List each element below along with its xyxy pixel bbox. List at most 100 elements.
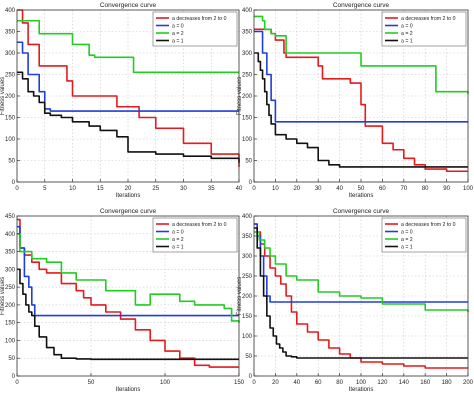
y-tick-label: 400	[5, 232, 16, 238]
series-line-1	[17, 9, 240, 167]
y-tick-label: 250	[5, 73, 16, 79]
x-tick-label: 10	[69, 186, 76, 192]
legend: a decreases from 2 to 0 a = 0a = 2 a = 1	[381, 11, 467, 47]
y-tick-label: 150	[242, 314, 253, 320]
chart-panel-2: 0 10 20 30 40 50 60 70 80 90 100 0 50 100 150 200 250 300…	[237, 2, 474, 199]
x-tick-label: 120	[377, 380, 388, 386]
x-axis-label: Iterations	[116, 387, 141, 393]
axes-frame	[16, 215, 240, 377]
y-tick-label: 300	[5, 51, 16, 57]
y-tick-label: 350	[242, 234, 253, 240]
y-tick-label: 350	[5, 30, 16, 36]
chart-panel-3: 0 50 100 150 0 50 100 150 200 250 300 350 400 450 Conv…	[0, 208, 245, 393]
legend-label-1: a decreases from 2 to 0	[172, 222, 227, 228]
y-tick-label: 150	[5, 116, 16, 122]
legend-label-4: a = 1	[401, 245, 413, 251]
legend-label-2: a = 0	[401, 24, 413, 30]
y-tick-label: 0	[249, 374, 253, 380]
chart-title: Convergence curve	[333, 2, 390, 9]
series-line-2	[254, 30, 468, 123]
series-line-3	[17, 232, 240, 323]
x-tick-label: 80	[336, 380, 343, 386]
x-tick-label: 150	[234, 380, 245, 386]
legend-label-1: a decreases from 2 to 0	[172, 16, 227, 22]
y-tick-label: 200	[242, 94, 253, 100]
y-tick-label: 50	[8, 356, 15, 362]
y-tick-label: 400	[242, 8, 253, 14]
y-tick-label: 450	[5, 214, 16, 220]
x-tick-label: 30	[315, 186, 322, 192]
legend: a decreases from 2 to 0 a = 0a = 2 a = 1	[152, 217, 238, 253]
y-axis-label: Fitness values	[237, 277, 243, 315]
legend: a decreases from 2 to 0 a = 0a = 2 a = 1	[381, 217, 467, 253]
y-tick-label: 200	[5, 303, 16, 309]
y-tick-label: 400	[242, 214, 253, 220]
series-line-3	[254, 231, 469, 312]
x-tick-label: 40	[336, 186, 343, 192]
legend-label-3: a = 2	[401, 31, 413, 37]
legend-label-2: a = 0	[172, 24, 184, 30]
y-tick-label: 200	[242, 294, 253, 300]
x-tick-label: 100	[160, 380, 171, 386]
y-tick-label: 0	[249, 180, 253, 186]
x-tick-label: 0	[15, 186, 19, 192]
y-tick-label: 300	[242, 254, 253, 260]
y-tick-label: 300	[5, 267, 16, 273]
legend-label-4: a = 1	[172, 39, 184, 45]
y-tick-label: 100	[5, 338, 16, 344]
chart-title: Convergence curve	[333, 208, 390, 215]
y-tick-label: 350	[5, 250, 16, 256]
y-tick-label: 0	[12, 374, 16, 380]
series-line-4	[254, 52, 468, 168]
x-tick-label: 25	[152, 186, 159, 192]
series-line-3	[17, 19, 239, 74]
chart-title: Convergence curve	[100, 208, 157, 215]
legend-label-2: a = 0	[172, 230, 184, 236]
x-tick-label: 160	[420, 380, 431, 386]
series-line-2	[17, 41, 239, 112]
y-tick-label: 150	[242, 116, 253, 122]
x-tick-label: 40	[293, 380, 300, 386]
x-tick-label: 100	[463, 186, 474, 192]
y-tick-label: 250	[5, 285, 16, 291]
x-tick-label: 5	[43, 186, 47, 192]
x-tick-label: 80	[422, 186, 429, 192]
chart-title: Convergence curve	[100, 2, 157, 9]
legend-label-3: a = 2	[401, 237, 413, 243]
y-tick-label: 0	[12, 180, 16, 186]
y-axis-label: Fitness values	[0, 77, 6, 115]
series-line-4	[254, 227, 468, 359]
x-tick-label: 40	[236, 186, 243, 192]
x-tick-label: 200	[463, 380, 474, 386]
legend-label-1: a decreases from 2 to 0	[401, 16, 456, 22]
x-tick-label: 50	[88, 380, 95, 386]
x-tick-label: 20	[272, 380, 279, 386]
legend-label-2: a = 0	[401, 230, 413, 236]
x-tick-label: 50	[358, 186, 365, 192]
x-tick-label: 0	[252, 186, 256, 192]
x-tick-label: 70	[400, 186, 407, 192]
y-tick-label: 350	[242, 30, 253, 36]
chart-panel-4: 0 20 40 60 80 100 120 140 160 180 200 0 50 100 150 200 2…	[237, 208, 474, 393]
y-tick-label: 400	[5, 8, 16, 14]
x-tick-label: 35	[208, 186, 215, 192]
x-tick-label: 30	[180, 186, 187, 192]
x-tick-label: 60	[379, 186, 386, 192]
y-axis-label: Fitness values	[0, 277, 6, 315]
series-line-4	[17, 71, 240, 163]
x-tick-label: 20	[293, 186, 300, 192]
x-tick-label: 100	[356, 380, 367, 386]
legend-label-4: a = 1	[172, 245, 184, 251]
y-axis-label: Fitness values	[237, 77, 243, 115]
y-tick-label: 300	[242, 51, 253, 57]
y-tick-label: 150	[5, 321, 16, 327]
x-tick-label: 10	[272, 186, 279, 192]
chart-panel-1: 0 5 10 15 20 25 30 35 40050100150200250300350400…	[0, 2, 243, 199]
x-tick-label: 0	[252, 380, 256, 386]
series-line-3	[254, 15, 469, 94]
x-tick-label: 140	[399, 380, 410, 386]
y-tick-label: 100	[242, 137, 253, 143]
series-line-1	[254, 223, 468, 369]
x-tick-label: 180	[442, 380, 453, 386]
